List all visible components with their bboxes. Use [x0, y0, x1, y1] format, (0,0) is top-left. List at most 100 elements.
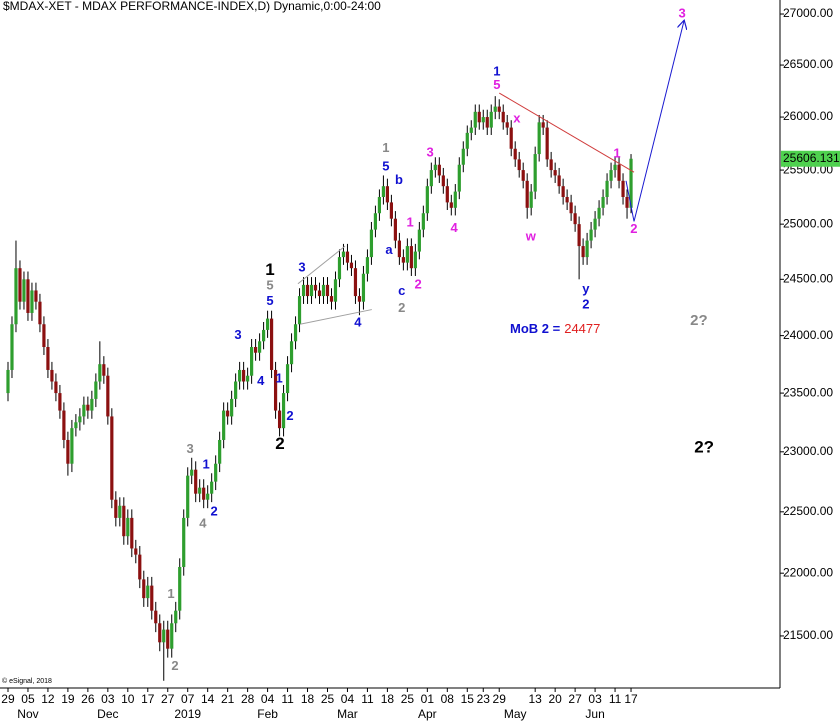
x-tick-label: 10: [121, 692, 135, 706]
wave-label: 2: [630, 221, 637, 236]
candle-body: [106, 375, 110, 417]
candle-body: [178, 566, 182, 611]
candle-body: [357, 296, 362, 302]
candle-body: [26, 279, 30, 313]
candle-body: [541, 122, 545, 128]
candle-body: [521, 170, 525, 181]
candles: [6, 96, 633, 681]
month-label: Jun: [585, 707, 604, 721]
x-tick-label: 13: [528, 692, 542, 706]
candle-body: [258, 341, 262, 353]
candle-body: [309, 284, 314, 297]
candle-body: [549, 159, 553, 171]
wave-label: 1: [265, 260, 274, 279]
trend-line: [299, 309, 372, 325]
candle-body: [182, 517, 186, 567]
candle-body: [329, 296, 334, 302]
x-tick-label: 15: [461, 692, 475, 706]
candle-body: [609, 170, 613, 181]
wave-label: 3: [298, 260, 305, 275]
candle-body: [421, 213, 425, 230]
candle-body: [297, 296, 302, 325]
candle-body: [537, 122, 541, 155]
x-tick-label: 27: [161, 692, 175, 706]
candle-body: [114, 499, 118, 518]
y-tick-label: 22500.00: [783, 504, 833, 518]
last-price-label: 25606.131: [783, 151, 840, 165]
candle-body: [353, 268, 358, 297]
candle-body: [317, 290, 322, 297]
candle-body: [377, 196, 382, 214]
y-tick-label: 26500.00: [783, 57, 833, 71]
wave-label: 4: [199, 515, 207, 530]
y-tick-label: 21500.00: [783, 628, 833, 642]
candle-body: [285, 364, 290, 394]
candle-body: [345, 251, 350, 263]
candle-body: [621, 180, 625, 197]
candle-body: [369, 229, 374, 258]
candle-body: [561, 186, 565, 197]
candle-body: [293, 324, 298, 342]
candle-body: [138, 554, 142, 580]
candle-body: [230, 398, 234, 417]
mob-value: 24477: [564, 321, 600, 336]
candle-body: [497, 106, 501, 112]
candle-body: [553, 170, 557, 176]
candle-body: [529, 191, 533, 208]
y-tick-label: 27000.00: [783, 6, 833, 20]
candle-body: [246, 375, 250, 382]
candle-body: [509, 127, 513, 149]
candle-body: [154, 610, 158, 624]
candle-body: [126, 517, 130, 537]
last-price-box: [781, 150, 840, 167]
candle-body: [269, 318, 274, 370]
month-label: 2019: [174, 707, 201, 721]
candle-body: [409, 246, 413, 269]
candle-body: [449, 202, 453, 208]
candle-body: [393, 218, 397, 241]
candle-body: [170, 623, 174, 649]
x-tick-label: 05: [21, 692, 35, 706]
candle-body: [597, 207, 601, 219]
candle-body: [305, 284, 310, 297]
candle-body: [461, 148, 465, 165]
candle-body: [50, 369, 54, 382]
trend-line: [498, 92, 635, 173]
candle-body: [545, 127, 549, 160]
candle-body: [625, 196, 629, 208]
wave-label: 4: [257, 373, 265, 388]
candle-body: [333, 279, 338, 302]
month-label: Mar: [337, 707, 358, 721]
x-tick-label: 01: [421, 692, 435, 706]
candle-body: [234, 381, 238, 399]
candle-body: [605, 180, 609, 197]
candle-body: [146, 585, 150, 599]
candle-body: [557, 175, 561, 187]
y-tick-label: 24000.00: [783, 328, 833, 342]
mob-text: MoB 2 =: [510, 321, 561, 336]
candle-body: [413, 251, 417, 269]
wave-label: 1: [382, 140, 389, 155]
x-tick-label: 17: [624, 692, 638, 706]
wave-label: 1: [167, 586, 174, 601]
candle-body: [425, 186, 429, 214]
candle-body: [82, 404, 86, 417]
candle-body: [273, 369, 278, 411]
candle-body: [437, 164, 441, 176]
wave-label: 2?: [690, 312, 708, 329]
candle-body: [501, 111, 505, 123]
wave-label: 2: [171, 658, 178, 673]
x-tick-label: 03: [588, 692, 602, 706]
wave-label: y: [582, 281, 590, 296]
candle-body: [417, 229, 421, 252]
y-tick-label: 26000.00: [783, 109, 833, 123]
candle-body: [453, 191, 457, 208]
wave-label: 1: [202, 456, 209, 471]
candle-body: [477, 111, 481, 123]
x-tick-label: 18: [301, 692, 315, 706]
candle-body: [66, 439, 70, 464]
candle-body: [254, 347, 258, 353]
month-label: Dec: [97, 707, 118, 721]
